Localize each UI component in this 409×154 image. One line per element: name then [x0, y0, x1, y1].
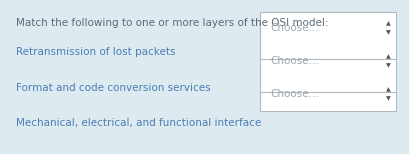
Text: ▲: ▲ [385, 87, 390, 92]
Text: ▲: ▲ [385, 54, 390, 59]
Text: Choose...: Choose... [270, 23, 319, 33]
Text: ▲: ▲ [385, 21, 390, 26]
Text: Format and code conversion services: Format and code conversion services [16, 83, 210, 93]
Text: Retransmission of lost packets: Retransmission of lost packets [16, 47, 175, 57]
Text: Mechanical, electrical, and functional interface: Mechanical, electrical, and functional i… [16, 118, 260, 128]
Text: ▼: ▼ [385, 30, 390, 35]
Text: Choose...: Choose... [270, 56, 319, 66]
Text: Choose...: Choose... [270, 89, 319, 99]
Text: Match the following to one or more layers of the OSI model:: Match the following to one or more layer… [16, 18, 327, 28]
Text: ▼: ▼ [385, 63, 390, 68]
Bar [260, 12, 395, 111]
Text: ▼: ▼ [385, 96, 390, 101]
